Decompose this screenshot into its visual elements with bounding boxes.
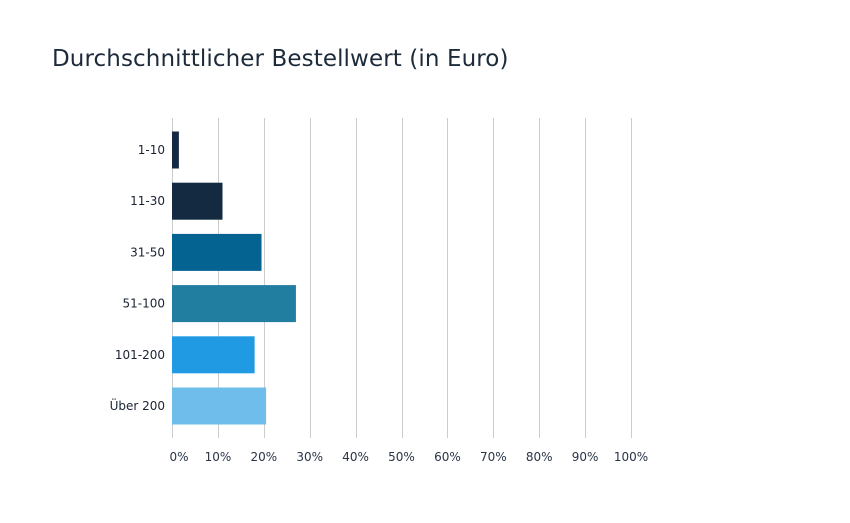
x-tick-label: 60% xyxy=(434,450,461,464)
category-labels: 1-10 11-30 31-50 51-100 101-200 Über 200 xyxy=(110,143,165,413)
category-label: 1-10 xyxy=(138,143,165,157)
x-tick-label: 20% xyxy=(250,450,277,464)
x-tick-label: 70% xyxy=(480,450,507,464)
x-tick-label: 0% xyxy=(169,450,188,464)
x-tick-label: 30% xyxy=(296,450,323,464)
bars xyxy=(172,131,296,425)
x-tick-label: 80% xyxy=(526,450,553,464)
bar-101-200 xyxy=(172,336,255,374)
bar-Über 200 xyxy=(172,387,267,425)
x-tick-label: 40% xyxy=(342,450,369,464)
x-tick-label: 10% xyxy=(205,450,232,464)
bar-51-100 xyxy=(172,285,296,323)
x-tick-label: 90% xyxy=(572,450,599,464)
gridlines xyxy=(172,118,632,438)
category-label: 51-100 xyxy=(122,297,165,311)
category-label: Über 200 xyxy=(110,397,165,413)
category-label: 101-200 xyxy=(115,348,165,362)
bar-11-30 xyxy=(172,182,223,220)
bar-1-10 xyxy=(172,131,179,169)
bar-31-50 xyxy=(172,233,262,271)
x-tick-label: 50% xyxy=(388,450,415,464)
x-tick-label: 100% xyxy=(614,450,648,464)
category-label: 11-30 xyxy=(130,194,165,208)
chart-title: Durchschnittlicher Bestellwert (in Euro) xyxy=(52,46,509,72)
category-label: 31-50 xyxy=(130,245,165,259)
x-tick-labels: 0% 10% 20% 30% 40% 50% 60% 70% 80% 90% 100% xyxy=(169,450,648,464)
